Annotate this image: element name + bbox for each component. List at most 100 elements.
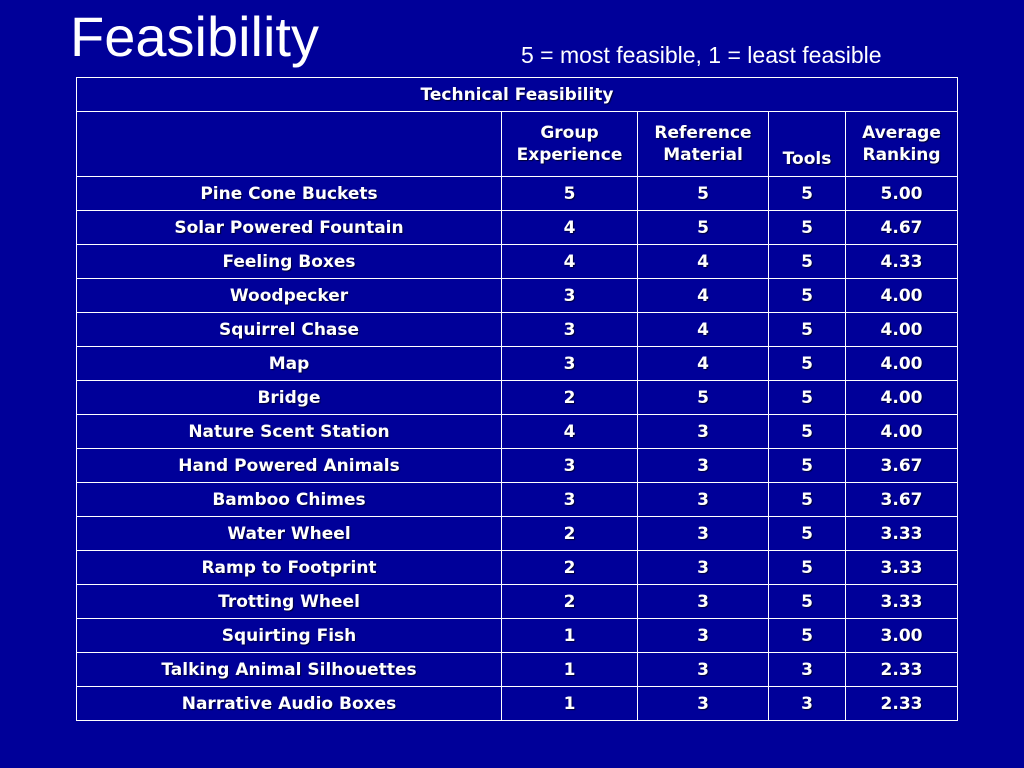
cell-group-experience: 5 (501, 176, 638, 211)
cell-tools: 5 (768, 414, 846, 449)
cell-reference-material: 3 (637, 516, 769, 551)
table-row: Pine Cone Buckets 5 5 5 5.00 (76, 176, 959, 211)
table-row: Ramp to Footprint 2 3 5 3.33 (76, 550, 959, 585)
cell-tools: 5 (768, 482, 846, 517)
cell-tools: 5 (768, 278, 846, 313)
cell-reference-material: 3 (637, 448, 769, 483)
cell-reference-material: 4 (637, 278, 769, 313)
table-row: Talking Animal Silhouettes 1 3 3 2.33 (76, 652, 959, 687)
cell-reference-material: 3 (637, 618, 769, 653)
header-tools-line1: Tools (782, 148, 832, 169)
table-header-row: Group Experience Reference Material Tool… (76, 111, 959, 177)
cell-average-ranking: 3.33 (844, 550, 959, 585)
cell-group-experience: 3 (501, 312, 638, 347)
cell-group-experience: 1 (501, 652, 638, 687)
cell-name: Squirting Fish (76, 618, 502, 653)
cell-name: Squirrel Chase (76, 312, 502, 347)
table-row: Nature Scent Station 4 3 5 4.00 (76, 414, 959, 449)
cell-average-ranking: 4.00 (844, 346, 959, 381)
header-reference-material: Reference Material (637, 111, 769, 177)
table-caption-row: Technical Feasibility (75, 77, 959, 112)
table-row: Feeling Boxes 4 4 5 4.33 (76, 244, 959, 279)
cell-name: Solar Powered Fountain (76, 210, 502, 245)
cell-reference-material: 3 (637, 584, 769, 619)
cell-average-ranking: 3.33 (844, 584, 959, 619)
cell-group-experience: 4 (501, 414, 638, 449)
header-blank-cell (76, 111, 502, 177)
header-reference-material-line2: Material (663, 145, 743, 165)
cell-average-ranking: 3.67 (844, 482, 959, 517)
cell-group-experience: 2 (501, 516, 638, 551)
cell-tools: 5 (768, 516, 846, 551)
cell-tools: 3 (768, 652, 846, 687)
header-average-ranking-line2: Ranking (862, 145, 941, 165)
header-group-experience-line2: Experience (516, 145, 623, 165)
cell-name: Map (76, 346, 502, 381)
table-row: Bridge 2 5 5 4.00 (76, 380, 959, 415)
cell-reference-material: 3 (637, 482, 769, 517)
cell-reference-material: 4 (637, 244, 769, 279)
cell-average-ranking: 3.67 (844, 448, 959, 483)
cell-reference-material: 5 (637, 380, 769, 415)
cell-name: Hand Powered Animals (76, 448, 502, 483)
table-row: Solar Powered Fountain 4 5 5 4.67 (76, 210, 959, 245)
cell-average-ranking: 4.00 (844, 312, 959, 347)
cell-reference-material: 3 (637, 652, 769, 687)
header-reference-material-line1: Reference (654, 122, 752, 143)
cell-tools: 3 (768, 686, 846, 721)
cell-group-experience: 1 (501, 618, 638, 653)
cell-name: Bamboo Chimes (76, 482, 502, 517)
cell-name: Bridge (76, 380, 502, 415)
cell-tools: 5 (768, 584, 846, 619)
table-row: Squirrel Chase 3 4 5 4.00 (76, 312, 959, 347)
cell-tools: 5 (768, 618, 846, 653)
cell-average-ranking: 4.00 (844, 414, 959, 449)
table-row: Narrative Audio Boxes 1 3 3 2.33 (76, 686, 959, 721)
cell-group-experience: 3 (501, 346, 638, 381)
cell-tools: 5 (768, 244, 846, 279)
cell-group-experience: 3 (501, 278, 638, 313)
cell-name: Woodpecker (76, 278, 502, 313)
slide-subtitle: 5 = most feasible, 1 = least feasible (521, 42, 882, 68)
cell-reference-material: 4 (637, 312, 769, 347)
cell-tools: 5 (768, 448, 846, 483)
table-row: Hand Powered Animals 3 3 5 3.67 (76, 448, 959, 483)
table-row: Map 3 4 5 4.00 (76, 346, 959, 381)
table-row: Trotting Wheel 2 3 5 3.33 (76, 584, 959, 619)
cell-average-ranking: 3.00 (844, 618, 959, 653)
cell-name: Pine Cone Buckets (76, 176, 502, 211)
cell-tools: 5 (768, 380, 846, 415)
header-group-experience-line1: Group (540, 122, 599, 143)
cell-group-experience: 2 (501, 584, 638, 619)
cell-reference-material: 3 (637, 414, 769, 449)
cell-reference-material: 3 (637, 686, 769, 721)
table-row: Woodpecker 3 4 5 4.00 (76, 278, 959, 313)
cell-reference-material: 4 (637, 346, 769, 381)
cell-name: Narrative Audio Boxes (76, 686, 502, 721)
header-group-experience: Group Experience (501, 111, 638, 177)
cell-average-ranking: 4.33 (844, 244, 959, 279)
cell-average-ranking: 4.67 (844, 210, 959, 245)
cell-name: Feeling Boxes (76, 244, 502, 279)
cell-tools: 5 (768, 550, 846, 585)
cell-group-experience: 2 (501, 550, 638, 585)
cell-reference-material: 5 (637, 176, 769, 211)
cell-average-ranking: 5.00 (844, 176, 959, 211)
cell-name: Water Wheel (76, 516, 502, 551)
cell-average-ranking: 2.33 (844, 652, 959, 687)
cell-reference-material: 3 (637, 550, 769, 585)
slide-title: Feasibility (70, 5, 319, 68)
table-caption: Technical Feasibility (75, 77, 959, 112)
cell-average-ranking: 4.00 (844, 380, 959, 415)
cell-average-ranking: 4.00 (844, 278, 959, 313)
cell-group-experience: 1 (501, 686, 638, 721)
header-average-ranking-line1: Average (862, 122, 941, 143)
cell-average-ranking: 3.33 (844, 516, 959, 551)
cell-average-ranking: 2.33 (844, 686, 959, 721)
cell-tools: 5 (768, 210, 846, 245)
cell-tools: 5 (768, 346, 846, 381)
cell-group-experience: 4 (501, 244, 638, 279)
cell-name: Ramp to Footprint (76, 550, 502, 585)
cell-name: Trotting Wheel (76, 584, 502, 619)
feasibility-table: Technical Feasibility Group Experience R… (75, 77, 959, 721)
